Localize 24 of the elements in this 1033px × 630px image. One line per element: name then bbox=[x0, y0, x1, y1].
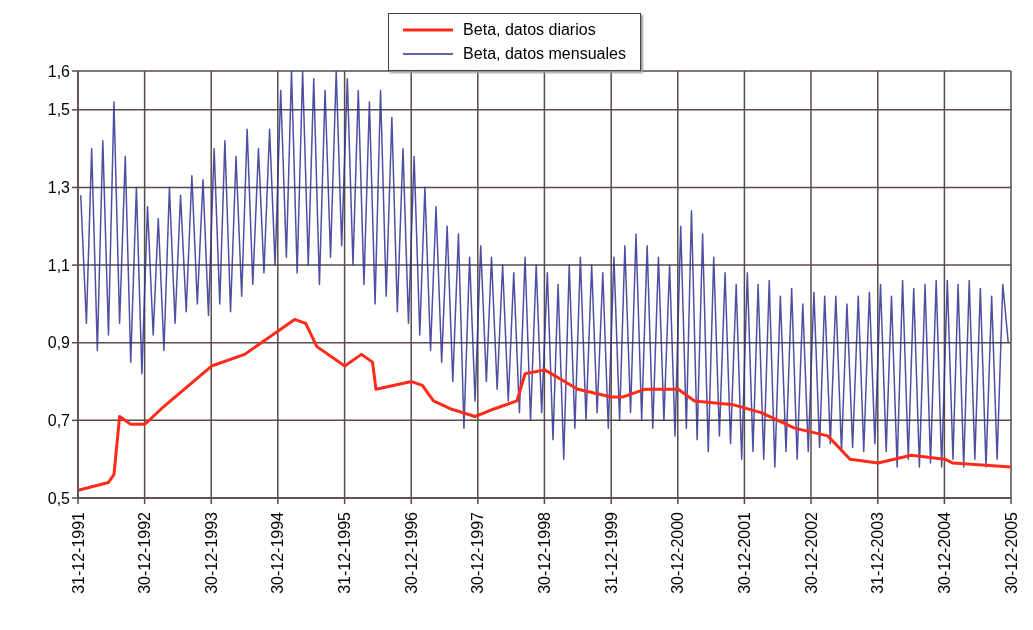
y-tick-label: 1,5 bbox=[47, 101, 71, 119]
x-tick-label: 31-12-1999 bbox=[602, 511, 620, 594]
x-tick-label: 31-12-1995 bbox=[336, 511, 354, 594]
x-tick-label: 30-12-2002 bbox=[802, 511, 820, 594]
x-tick-label: 30-12-1998 bbox=[535, 511, 553, 594]
y-tick-label: 1,6 bbox=[47, 62, 71, 80]
y-tick-label: 0,5 bbox=[47, 489, 71, 507]
legend-label: Beta, datos mensuales bbox=[463, 44, 626, 64]
x-tick-label: 30-12-1997 bbox=[469, 511, 487, 594]
y-tick-label: 0,9 bbox=[47, 334, 71, 352]
y-tick-label: 0,7 bbox=[47, 412, 71, 430]
x-tick-label: 31-12-1991 bbox=[69, 511, 87, 594]
y-tick-label: 1,1 bbox=[47, 256, 71, 274]
x-tick-label: 30-12-2004 bbox=[935, 511, 953, 594]
x-tick-label: 30-12-1992 bbox=[136, 511, 154, 594]
y-tick-label: 1,3 bbox=[47, 179, 71, 197]
x-tick-label: 30-12-1994 bbox=[269, 511, 287, 594]
x-tick-label: 30-12-1993 bbox=[202, 511, 220, 594]
x-tick-label: 31-12-2003 bbox=[869, 511, 887, 594]
x-tick-label: 30-12-1996 bbox=[402, 511, 420, 594]
x-tick-label: 30-12-2001 bbox=[735, 511, 753, 594]
x-tick-label: 30-12-2000 bbox=[669, 511, 687, 594]
x-tick-label: 30-12-2005 bbox=[1002, 511, 1020, 594]
legend-label: Beta, datos diarios bbox=[463, 20, 596, 40]
